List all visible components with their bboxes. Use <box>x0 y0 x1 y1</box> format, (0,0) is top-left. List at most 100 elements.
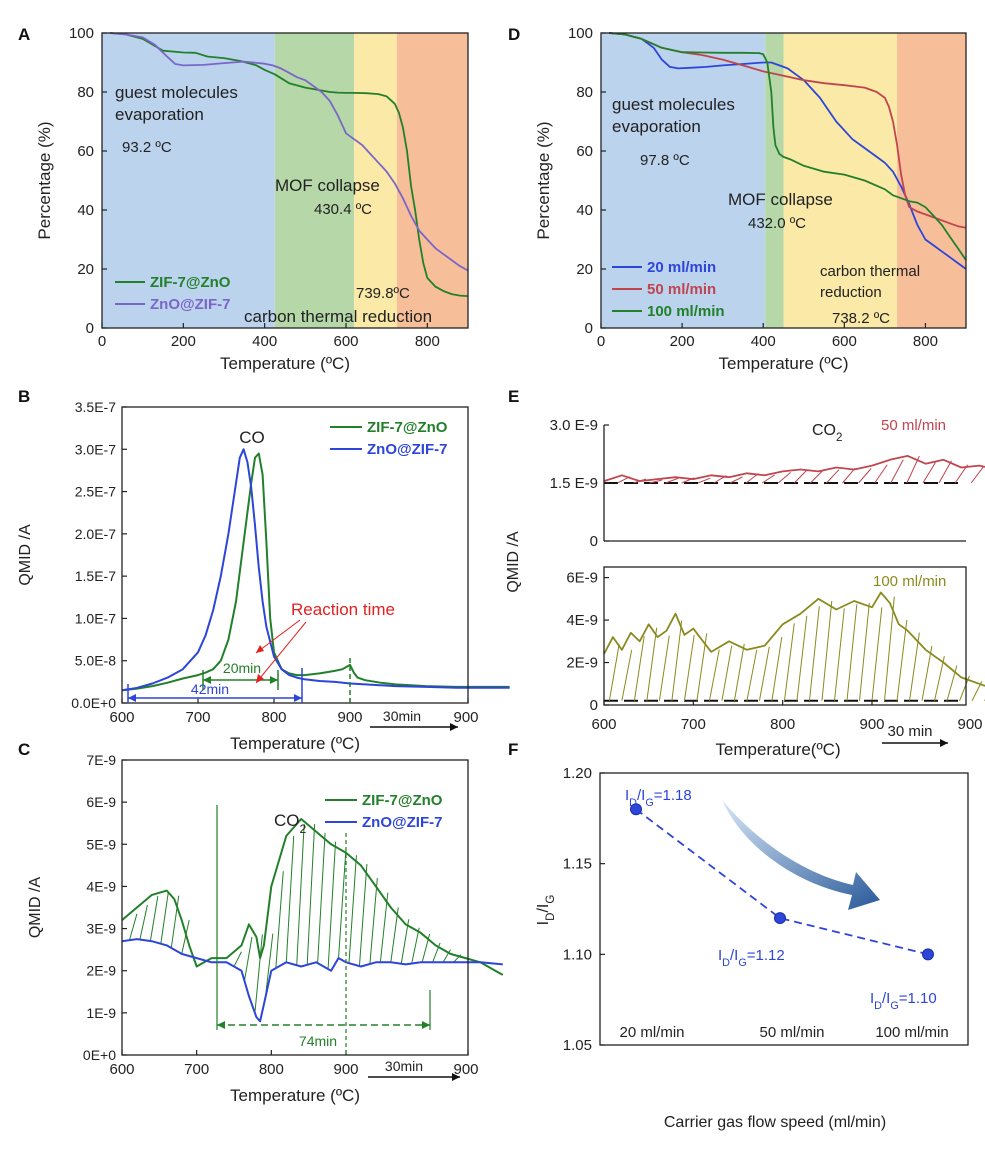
panel-a-ytick-label: 0 <box>86 320 94 337</box>
panel-e-bottom-hatch <box>608 643 620 701</box>
panel-d-ytick-label: 80 <box>576 84 593 101</box>
panel-e-bottom-hatch <box>746 649 758 701</box>
panel-e-bottom-hatch <box>771 636 783 701</box>
panel-e-xtick-label: 900 <box>957 716 982 733</box>
panel-e-xtick-label: 700 <box>681 716 706 733</box>
panel-b-peak-label: CO <box>239 428 265 447</box>
panel-e-top-hatch <box>649 479 663 484</box>
panel-b-ytick-label: 3.5E-7 <box>75 399 116 415</box>
panel-a-guest-label: guest molecules <box>115 83 238 102</box>
panel-c-span-head-end <box>422 1021 430 1029</box>
panel-b-callout-line <box>255 621 307 684</box>
panel-d-legend-label: 100 ml/min <box>647 303 725 320</box>
panel-f-point-label-part: /I <box>730 947 738 964</box>
panel-c-xtick-label: 600 <box>109 1061 134 1078</box>
panel-c-hatch <box>400 919 410 964</box>
panel-a-series-1 <box>110 32 469 272</box>
panel-a-xtick-label: 800 <box>415 333 440 350</box>
panel-b-xtick-label: 700 <box>185 709 210 726</box>
panel-c-time-arrow-head-end <box>452 1073 460 1081</box>
panel-f-data-point <box>630 803 642 816</box>
panel-e-top-hatch <box>793 469 808 484</box>
panel-c-peak-label: CO2 <box>274 811 307 836</box>
panel-c-hatch <box>338 848 347 959</box>
panel-f-ytick-label: 1.10 <box>563 946 592 963</box>
panel-f-point-label-part: /I <box>882 990 890 1007</box>
panel-c-series-0 <box>121 818 504 976</box>
panel-f-point-label: ID/IG=1.10 <box>870 990 937 1012</box>
panel-c-hatch <box>369 877 378 965</box>
panel-c-peak-label-part: 2 <box>300 822 307 836</box>
panel-c-frame <box>121 759 469 1056</box>
panel-b-time-arrow-label: 30min <box>383 708 421 724</box>
panel-label-b: B <box>18 387 30 406</box>
panel-c-legend-label: ZnO@ZIF-7 <box>362 814 442 831</box>
panel-f-point-label-part: I <box>870 990 874 1007</box>
panel-c-xtick-label: 700 <box>184 1061 209 1078</box>
panel-f-frame <box>599 772 969 1046</box>
panel-d-zone-carbon <box>897 33 966 328</box>
panel-f-point-label-part: =1.10 <box>899 990 937 1007</box>
panel-c-hatch <box>358 864 368 967</box>
panel-b-ytick-label: 1.5E-7 <box>75 568 116 584</box>
panel-a-xtick-label: 600 <box>333 333 358 350</box>
panel-e-top-hatch <box>777 471 792 484</box>
panel-c-span-label: 74min <box>299 1033 337 1049</box>
panel-e-bottom-hatch <box>884 596 895 701</box>
panel-d-zone-guest <box>601 33 766 328</box>
panel-d-frame <box>600 32 967 329</box>
panel-e-bottom-hatch <box>821 600 833 701</box>
panel-e-ylabel: QMID /A <box>505 531 522 593</box>
panel-d-xtick-label: 600 <box>832 333 857 350</box>
panel-label-e: E <box>508 387 519 406</box>
panel-a-collapse-label: MOF collapse <box>275 176 380 195</box>
panel-d-xtick-label: 400 <box>751 333 776 350</box>
panel-label-d: D <box>508 25 520 44</box>
panel-a-frame <box>101 32 469 329</box>
panel-d-ylabel: Percentage (%) <box>534 121 553 239</box>
panel-b-legend-label: ZnO@ZIF-7 <box>367 441 447 458</box>
panel-b-series-0 <box>121 452 510 692</box>
panel-e-bottom-hatch <box>721 645 733 701</box>
panel-label-c: C <box>18 740 30 759</box>
panel-a-ytick-label: 60 <box>77 143 94 160</box>
panel-c-hatch <box>379 892 389 963</box>
panel-b-span-green-label: 20min <box>223 660 261 676</box>
panel-e-top-hatch <box>874 464 888 484</box>
panel-c-hatch <box>243 936 253 981</box>
panel-e-top-hatch <box>665 477 679 484</box>
panel-e-top-hatch <box>842 467 856 484</box>
panel-e-bottom-hatch <box>934 656 945 701</box>
panel-e-bottom-hatch <box>733 643 745 701</box>
panel-f-trend-arrow <box>722 800 880 910</box>
panel-b-callout-line <box>255 619 301 654</box>
panel-e-top-hatch <box>729 476 743 484</box>
panel-b-callout-head <box>256 645 264 653</box>
panel-a-xtick-label: 400 <box>252 333 277 350</box>
panel-f-point-label-part: G <box>738 957 746 969</box>
panel-b-ytick-label: 2.0E-7 <box>75 526 116 542</box>
panel-f-data-point <box>774 912 786 925</box>
panel-c-hatch <box>411 927 420 964</box>
panel-c-ytick-label: 0E+0 <box>83 1047 116 1063</box>
panel-c-hatch <box>160 892 169 944</box>
panel-c-hatch <box>128 913 138 941</box>
panel-e-bottom-ytick-label: 2E-9 <box>566 655 598 672</box>
panel-f-point-label: ID/IG=1.12 <box>718 947 785 969</box>
panel-b-xtick-label: 800 <box>261 709 286 726</box>
panel-label-a: A <box>18 25 30 44</box>
panel-c-time-arrow-label: 30min <box>385 1058 423 1074</box>
panel-e-top-hatch <box>697 477 711 484</box>
panel-d-carbon-label: reduction <box>820 284 882 301</box>
panel-b-legend-label: ZIF-7@ZnO <box>367 419 448 436</box>
panel-d-xtick-label: 200 <box>670 333 695 350</box>
panel-a-zone-yellow <box>354 33 397 328</box>
panel-e-top-flow-label: 50 ml/min <box>881 417 946 434</box>
panel-c-ytick-label: 1E-9 <box>86 1005 116 1021</box>
panel-e-bottom-hatch <box>946 665 958 701</box>
panel-c-ytick-label: 5E-9 <box>86 836 116 852</box>
panel-e-bottom-ytick-label: 0 <box>590 697 598 714</box>
panel-b-series-1 <box>121 448 510 692</box>
panel-e-bottom-hatch <box>846 604 858 701</box>
